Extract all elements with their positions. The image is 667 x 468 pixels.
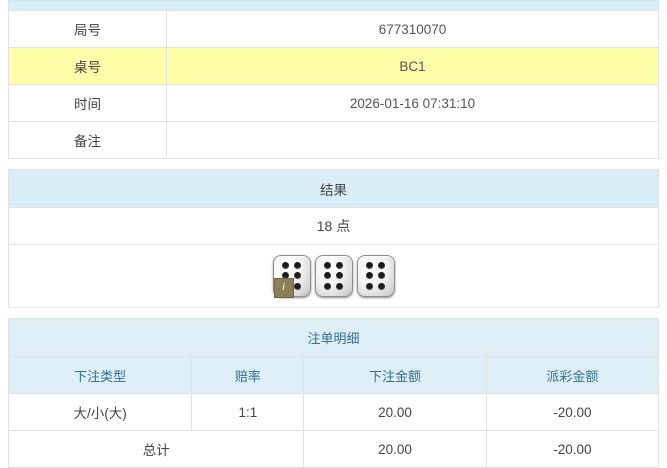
bet-payout-value: -20.00	[485, 393, 660, 431]
die-1: i	[272, 255, 311, 298]
info-label-table-no: 桌号	[8, 47, 167, 85]
pip	[324, 283, 331, 291]
bet-stake-value: 20.00	[303, 393, 487, 431]
column-header-payout: 派彩金额	[485, 356, 660, 394]
pip	[336, 261, 343, 269]
pip	[366, 283, 373, 291]
table-row: 局号 677310070	[8, 10, 659, 48]
die-3	[356, 255, 395, 297]
bet-odds-value: 1:1	[191, 393, 305, 431]
pip	[366, 261, 373, 269]
bet-total-payout: -20.00	[485, 430, 660, 468]
pip	[294, 283, 301, 291]
info-label-remark: 备注	[8, 121, 167, 159]
bet-column-header-row: 下注类型 赔率 下注金额 派彩金额	[7, 356, 660, 394]
pip	[378, 272, 385, 280]
table-row: 时间 2026-01-16 07:31:10	[8, 84, 659, 122]
pip	[282, 261, 289, 269]
pip	[378, 283, 385, 291]
pip	[378, 261, 385, 269]
pip	[336, 272, 343, 280]
table-row: 桌号 BC1	[8, 47, 659, 85]
pip	[366, 272, 373, 280]
column-header-bet-type: 下注类型	[7, 356, 193, 394]
top-header-band	[8, 0, 659, 10]
info-icon[interactable]: i	[273, 278, 294, 298]
pip	[324, 272, 331, 280]
bet-total-row: 总计 20.00 -20.00	[7, 430, 660, 468]
table-row: 18 点	[8, 207, 659, 245]
bet-header-row: 注单明细	[8, 318, 659, 357]
info-label-time: 时间	[8, 84, 167, 122]
info-label-round-no: 局号	[8, 10, 167, 48]
round-info-table: 局号 677310070 桌号 BC1 时间 2026-01-16 07:31:…	[8, 10, 659, 159]
info-value-remark	[166, 121, 659, 159]
dice-group: i	[272, 252, 395, 300]
pip	[282, 272, 289, 280]
pip	[324, 261, 331, 269]
info-value-table-no: BC1	[166, 47, 659, 85]
pip	[294, 261, 301, 269]
info-value-round-no: 677310070	[166, 10, 659, 48]
pip	[336, 283, 343, 291]
section-spacer	[8, 308, 659, 318]
bet-total-label: 总计	[7, 430, 305, 468]
info-value-time: 2026-01-16 07:31:10	[166, 84, 659, 122]
column-header-stake: 下注金额	[303, 356, 487, 394]
bet-total-stake: 20.00	[303, 430, 487, 468]
table-row: i	[8, 244, 659, 308]
table-row: 大/小(大) 1:1 20.00 -20.00	[7, 393, 660, 431]
result-points-value: 18 点	[8, 207, 659, 245]
table-row: 备注	[8, 121, 659, 159]
result-dice-cell: i	[8, 244, 659, 308]
pip	[294, 272, 301, 280]
result-header-label: 结果	[8, 169, 659, 208]
result-header-row: 结果	[8, 169, 659, 208]
bet-type-value: 大/小(大)	[7, 393, 193, 431]
column-header-odds: 赔率	[191, 356, 305, 394]
die-2	[314, 255, 353, 297]
bet-section-title: 注单明细	[8, 318, 659, 357]
section-spacer	[8, 159, 659, 169]
result-table: 结果 18 点 i	[8, 169, 659, 308]
bet-detail-table: 注单明细 下注类型 赔率 下注金额 派彩金额 大/小(大) 1:1 20.00 …	[7, 318, 660, 468]
